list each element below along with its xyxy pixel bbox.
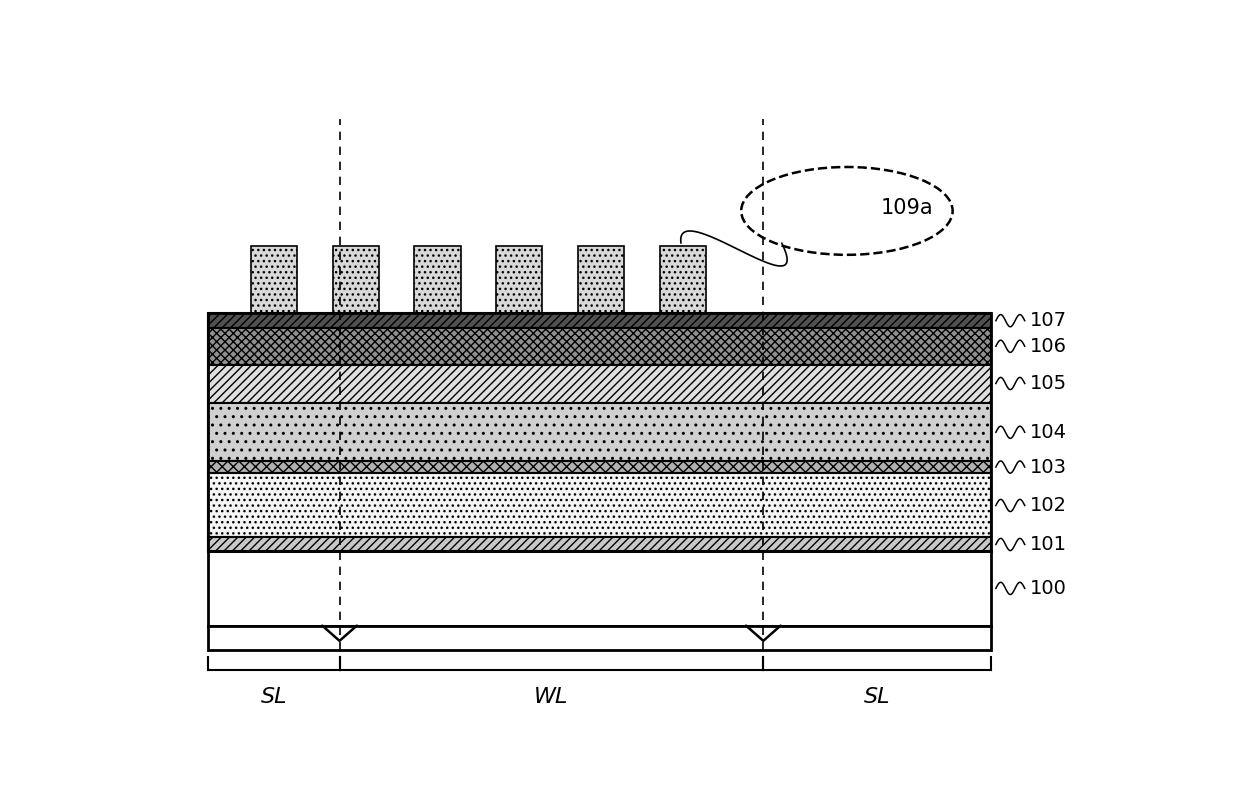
Bar xyxy=(208,473,991,537)
Bar xyxy=(208,626,991,650)
Text: WL: WL xyxy=(534,687,569,706)
Bar xyxy=(208,537,991,551)
Bar xyxy=(208,328,991,364)
Bar xyxy=(496,246,542,313)
Text: 106: 106 xyxy=(1029,337,1066,356)
Text: 103: 103 xyxy=(1029,458,1066,477)
Text: SL: SL xyxy=(260,687,286,706)
Text: 107: 107 xyxy=(1029,311,1066,330)
Bar xyxy=(208,551,991,626)
Bar xyxy=(578,246,624,313)
Bar xyxy=(208,461,991,473)
Text: 105: 105 xyxy=(1029,374,1066,393)
Bar xyxy=(660,246,706,313)
Bar xyxy=(208,364,991,403)
Bar xyxy=(250,246,298,313)
Bar xyxy=(332,246,379,313)
Text: 109a: 109a xyxy=(880,198,934,218)
Bar xyxy=(208,403,991,461)
Text: 100: 100 xyxy=(1029,579,1066,598)
Text: 104: 104 xyxy=(1029,423,1066,442)
Text: 102: 102 xyxy=(1029,496,1066,515)
Text: 101: 101 xyxy=(1029,535,1066,554)
Bar xyxy=(208,313,991,328)
Text: SL: SL xyxy=(864,687,890,706)
Bar xyxy=(208,313,991,551)
Bar xyxy=(414,246,460,313)
